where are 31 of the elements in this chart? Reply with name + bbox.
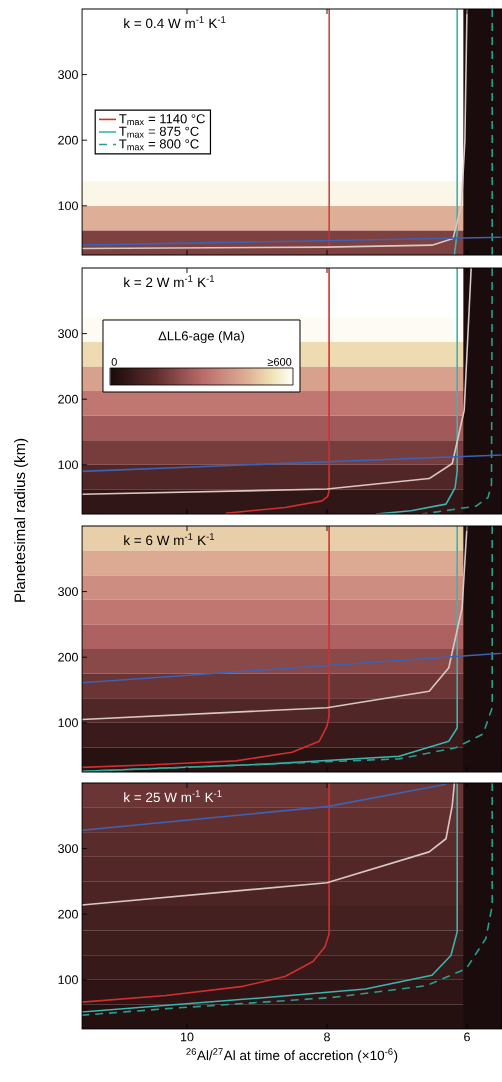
x-axis-title: $^{26}$Al/$^{27}$Al at time of accretion (×10$^{-6}$) bbox=[186, 1048, 398, 1063]
y-tick-label: 300 bbox=[58, 587, 78, 597]
y-tick-label: 100 bbox=[58, 201, 78, 211]
x-tick-label: 8 bbox=[324, 1032, 330, 1042]
x-tick-label: 6 bbox=[464, 1032, 470, 1042]
y-tick-label: 300 bbox=[58, 70, 78, 80]
legend-label: T$_{max}$ = 875 °C bbox=[119, 126, 199, 138]
chart-title: k = 6 W m$^{-1}$ K$^{-1}$ bbox=[124, 533, 215, 546]
y-tick-label: 200 bbox=[58, 652, 78, 662]
legend-label: T$_{max}$ = 800 °C bbox=[119, 139, 199, 151]
y-axis-title: Planetesimal radius (km) bbox=[14, 438, 29, 602]
y-tick-label: 200 bbox=[58, 135, 78, 145]
y-tick-label: 100 bbox=[58, 975, 78, 985]
line-series bbox=[81, 782, 456, 906]
chart-title: k = 0.4 W m$^{-1}$ K$^{-1}$ bbox=[124, 16, 226, 29]
y-tick-label: 100 bbox=[58, 460, 78, 470]
annotation: ≥600 bbox=[267, 358, 292, 366]
text: ΔLL6-age (Ma) bbox=[158, 330, 245, 344]
y-tick-label: 100 bbox=[58, 718, 78, 728]
chart-title: k = 2 W m$^{-1}$ K$^{-1}$ bbox=[124, 275, 215, 287]
y-tick-label: 200 bbox=[58, 909, 78, 919]
y-tick-label: 300 bbox=[58, 844, 78, 854]
line-series bbox=[81, 268, 472, 496]
y-tick-label: 200 bbox=[58, 394, 78, 404]
chart-title: k = 25 W m$^{-1}$ K$^{-1}$ bbox=[124, 790, 222, 803]
annotation: 0 bbox=[111, 358, 117, 366]
x-tick-label: 10 bbox=[181, 1032, 194, 1042]
legend-label: T$_{max}$ = 1140 °C bbox=[119, 114, 205, 126]
line-series bbox=[81, 782, 330, 1003]
line-series bbox=[81, 526, 330, 769]
y-tick-label: 300 bbox=[58, 329, 78, 339]
